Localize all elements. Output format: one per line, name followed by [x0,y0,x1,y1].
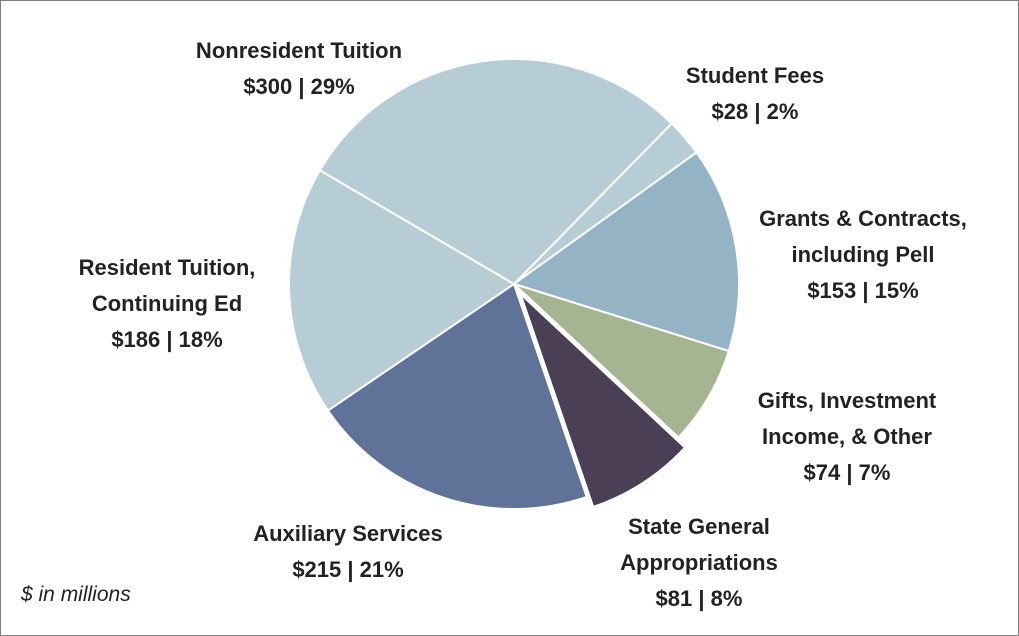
pie-slice [513,283,731,439]
pie-slice [519,293,687,509]
annotation: $ in millions [21,583,131,606]
value-label: $300 | 29% [243,74,355,99]
slice-label: Resident Tuition, Continuing Ed $186 | 18… [42,250,292,358]
pie-slice [318,58,674,286]
value-label: $186 | 18% [111,327,223,352]
category-label: Gifts, Investment Income, & Other [757,388,937,449]
value-label: $215 | 21% [292,557,404,582]
value-label: $74 | 7% [803,460,891,485]
slice-label: Gifts, Investment Income, & Other $74 | 7… [722,383,972,491]
value-label: $153 | 15% [807,278,919,303]
slice-label: Grants & Contracts, including Pell $153 |… [723,201,1003,309]
slice-label: Nonresident Tuition $300 | 29% [196,33,402,105]
category-label: Auxiliary Services [253,521,443,546]
value-label: $28 | 2% [711,99,799,124]
category-label: Nonresident Tuition [195,38,403,63]
category-label: State General Appropriations [620,514,778,575]
slice-label: Student Fees $28 | 2% [686,58,824,130]
category-label: Grants & Contracts, including Pell [759,206,967,267]
slice-label: Auxiliary Services $215 | 21% [253,516,443,588]
pie-slice [288,168,516,412]
slice-label: State General Appropriations $81 | 8% [574,509,824,617]
category-label: Resident Tuition, Continuing Ed [78,255,256,316]
category-label: Student Fees [685,63,825,88]
pie-slice [326,282,588,510]
value-label: $81 | 8% [655,586,743,611]
